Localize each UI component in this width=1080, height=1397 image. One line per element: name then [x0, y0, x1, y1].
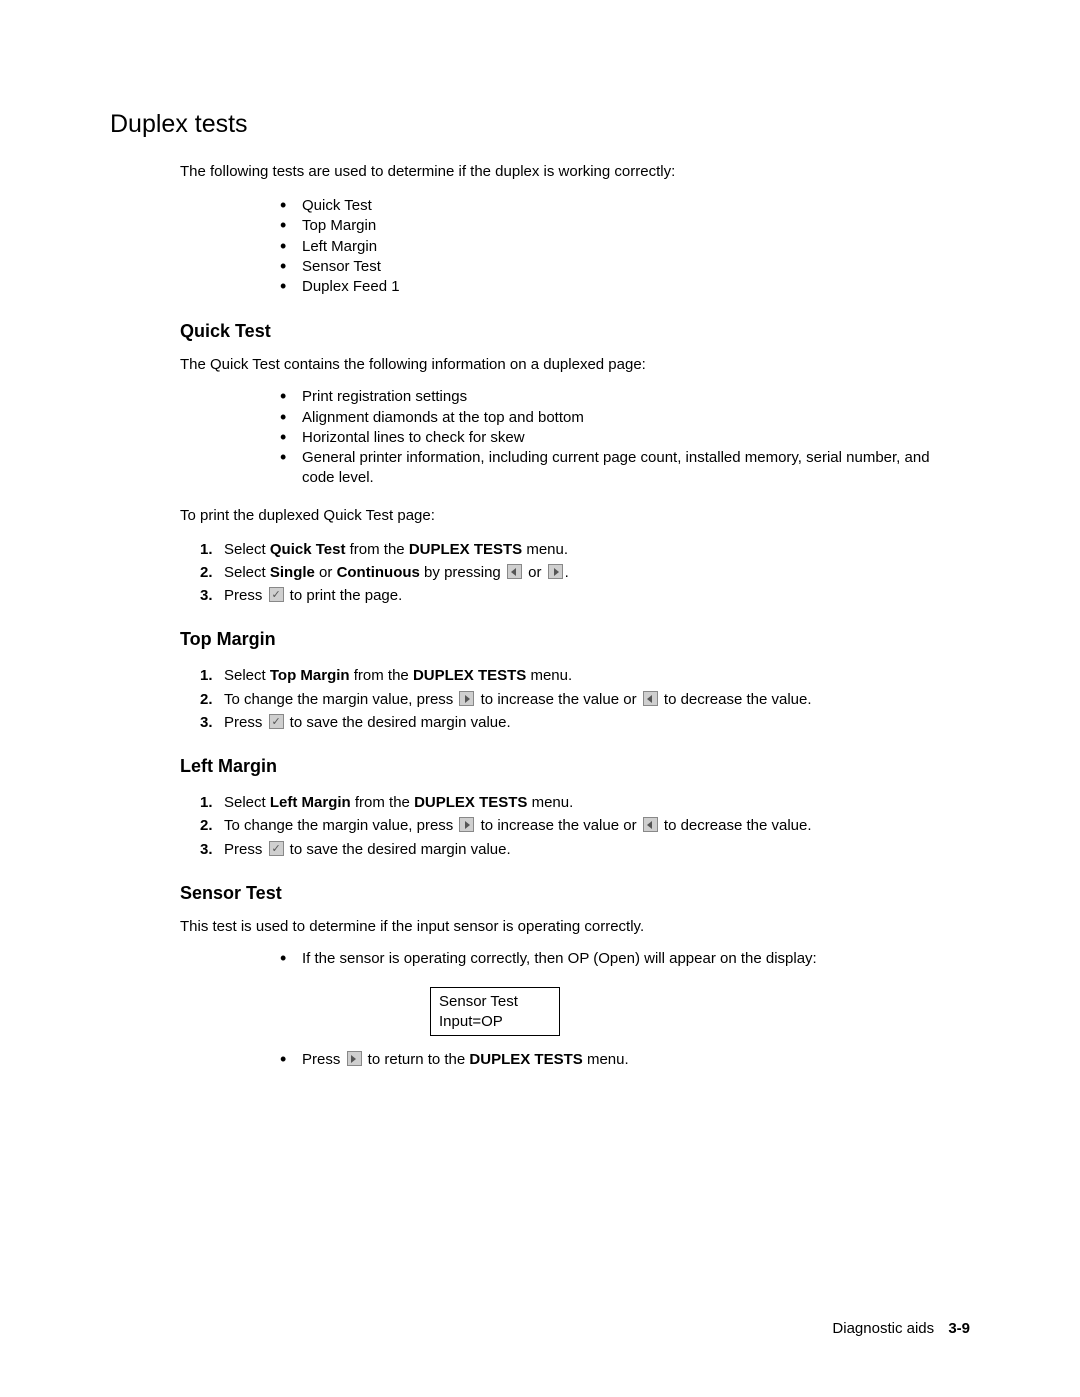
- bold: Continuous: [337, 564, 420, 581]
- left-margin-steps: 1. Select Left Margin from the DUPLEX TE…: [200, 791, 970, 861]
- text: to increase the value or: [476, 817, 640, 834]
- sensor-test-bullets-2: Press to return to the DUPLEX TESTS menu…: [280, 1050, 970, 1070]
- list-item: Press to return to the DUPLEX TESTS menu…: [280, 1050, 970, 1070]
- step-item: 3. Press to save the desired margin valu…: [200, 711, 970, 734]
- text: to save the desired margin value.: [286, 714, 511, 731]
- text: to increase the value or: [476, 691, 640, 708]
- sensor-test-intro: This test is used to determine if the in…: [180, 918, 970, 935]
- left-margin-heading: Left Margin: [180, 756, 970, 777]
- list-item: Horizontal lines to check for skew: [280, 428, 970, 448]
- step-item: 1. Select Quick Test from the DUPLEX TES…: [200, 538, 970, 561]
- text: To change the margin value, press: [224, 691, 457, 708]
- document-page: Duplex tests The following tests are use…: [0, 0, 1080, 1070]
- bold: Top Margin: [270, 667, 350, 684]
- text: Press: [224, 714, 267, 731]
- text: from the: [345, 541, 408, 558]
- list-item: Top Margin: [280, 216, 970, 236]
- text: Select: [224, 794, 270, 811]
- intro-text: The following tests are used to determin…: [180, 163, 970, 180]
- quick-test-print-intro: To print the duplexed Quick Test page:: [180, 507, 970, 524]
- bold: Left Margin: [270, 794, 351, 811]
- text: to decrease the value.: [660, 691, 812, 708]
- right-arrow-icon: [459, 817, 474, 832]
- sensor-test-heading: Sensor Test: [180, 883, 970, 904]
- left-arrow-icon: [643, 691, 658, 706]
- bold: DUPLEX TESTS: [414, 794, 527, 811]
- tests-list: Quick Test Top Margin Left Margin Sensor…: [280, 196, 970, 297]
- quick-test-heading: Quick Test: [180, 321, 970, 342]
- text: Select: [224, 541, 270, 558]
- text: from the: [351, 794, 414, 811]
- list-item: General printer information, including c…: [280, 448, 970, 489]
- text: to return to the: [364, 1051, 470, 1068]
- text: to save the desired margin value.: [286, 841, 511, 858]
- text: menu.: [522, 541, 568, 558]
- text: Select: [224, 564, 270, 581]
- check-icon: [269, 587, 284, 602]
- step-item: 1. Select Left Margin from the DUPLEX TE…: [200, 791, 970, 814]
- bold: Quick Test: [270, 541, 346, 558]
- list-item: Alignment diamonds at the top and bottom: [280, 408, 970, 428]
- top-margin-heading: Top Margin: [180, 629, 970, 650]
- right-arrow-icon: [548, 564, 563, 579]
- text: menu.: [527, 794, 573, 811]
- text: menu.: [583, 1051, 629, 1068]
- list-item: Quick Test: [280, 196, 970, 216]
- text: to decrease the value.: [660, 817, 812, 834]
- step-item: 2. To change the margin value, press to …: [200, 688, 970, 711]
- step-item: 3. Press to save the desired margin valu…: [200, 838, 970, 861]
- bold: DUPLEX TESTS: [469, 1051, 582, 1068]
- sensor-test-bullets: If the sensor is operating correctly, th…: [280, 949, 970, 969]
- text: To change the margin value, press: [224, 817, 457, 834]
- text: from the: [350, 667, 413, 684]
- list-item: Left Margin: [280, 237, 970, 257]
- text: or: [524, 564, 546, 581]
- sensor-display-box: Sensor Test Input=OP: [430, 987, 560, 1036]
- sensor-box-line: Sensor Test: [439, 992, 551, 1012]
- top-margin-steps: 1. Select Top Margin from the DUPLEX TES…: [200, 664, 970, 734]
- back-icon: [347, 1051, 362, 1066]
- text: by pressing: [420, 564, 505, 581]
- list-item: If the sensor is operating correctly, th…: [280, 949, 970, 969]
- check-icon: [269, 841, 284, 856]
- list-item: Sensor Test: [280, 257, 970, 277]
- sensor-box-line: Input=OP: [439, 1012, 551, 1032]
- page-footer: Diagnostic aids 3-9: [832, 1320, 970, 1337]
- step-item: 2. Select Single or Continuous by pressi…: [200, 561, 970, 584]
- left-arrow-icon: [643, 817, 658, 832]
- text: to print the page.: [286, 587, 403, 604]
- left-arrow-icon: [507, 564, 522, 579]
- page-number: 3-9: [948, 1320, 970, 1337]
- text: Press: [302, 1051, 345, 1068]
- right-arrow-icon: [459, 691, 474, 706]
- text: Select: [224, 667, 270, 684]
- list-item: Duplex Feed 1: [280, 277, 970, 297]
- text: or: [315, 564, 337, 581]
- footer-label: Diagnostic aids: [832, 1320, 934, 1337]
- step-item: 2. To change the margin value, press to …: [200, 814, 970, 837]
- step-item: 1. Select Top Margin from the DUPLEX TES…: [200, 664, 970, 687]
- text: Press: [224, 841, 267, 858]
- quick-test-steps: 1. Select Quick Test from the DUPLEX TES…: [200, 538, 970, 608]
- list-item: Print registration settings: [280, 387, 970, 407]
- quick-test-intro: The Quick Test contains the following in…: [180, 356, 970, 373]
- text: .: [565, 564, 569, 581]
- bold: DUPLEX TESTS: [409, 541, 522, 558]
- quick-test-bullets: Print registration settings Alignment di…: [280, 387, 970, 488]
- text: Press: [224, 587, 267, 604]
- page-title: Duplex tests: [110, 110, 970, 139]
- step-item: 3. Press to print the page.: [200, 584, 970, 607]
- check-icon: [269, 714, 284, 729]
- text: menu.: [526, 667, 572, 684]
- bold: Single: [270, 564, 315, 581]
- bold: DUPLEX TESTS: [413, 667, 526, 684]
